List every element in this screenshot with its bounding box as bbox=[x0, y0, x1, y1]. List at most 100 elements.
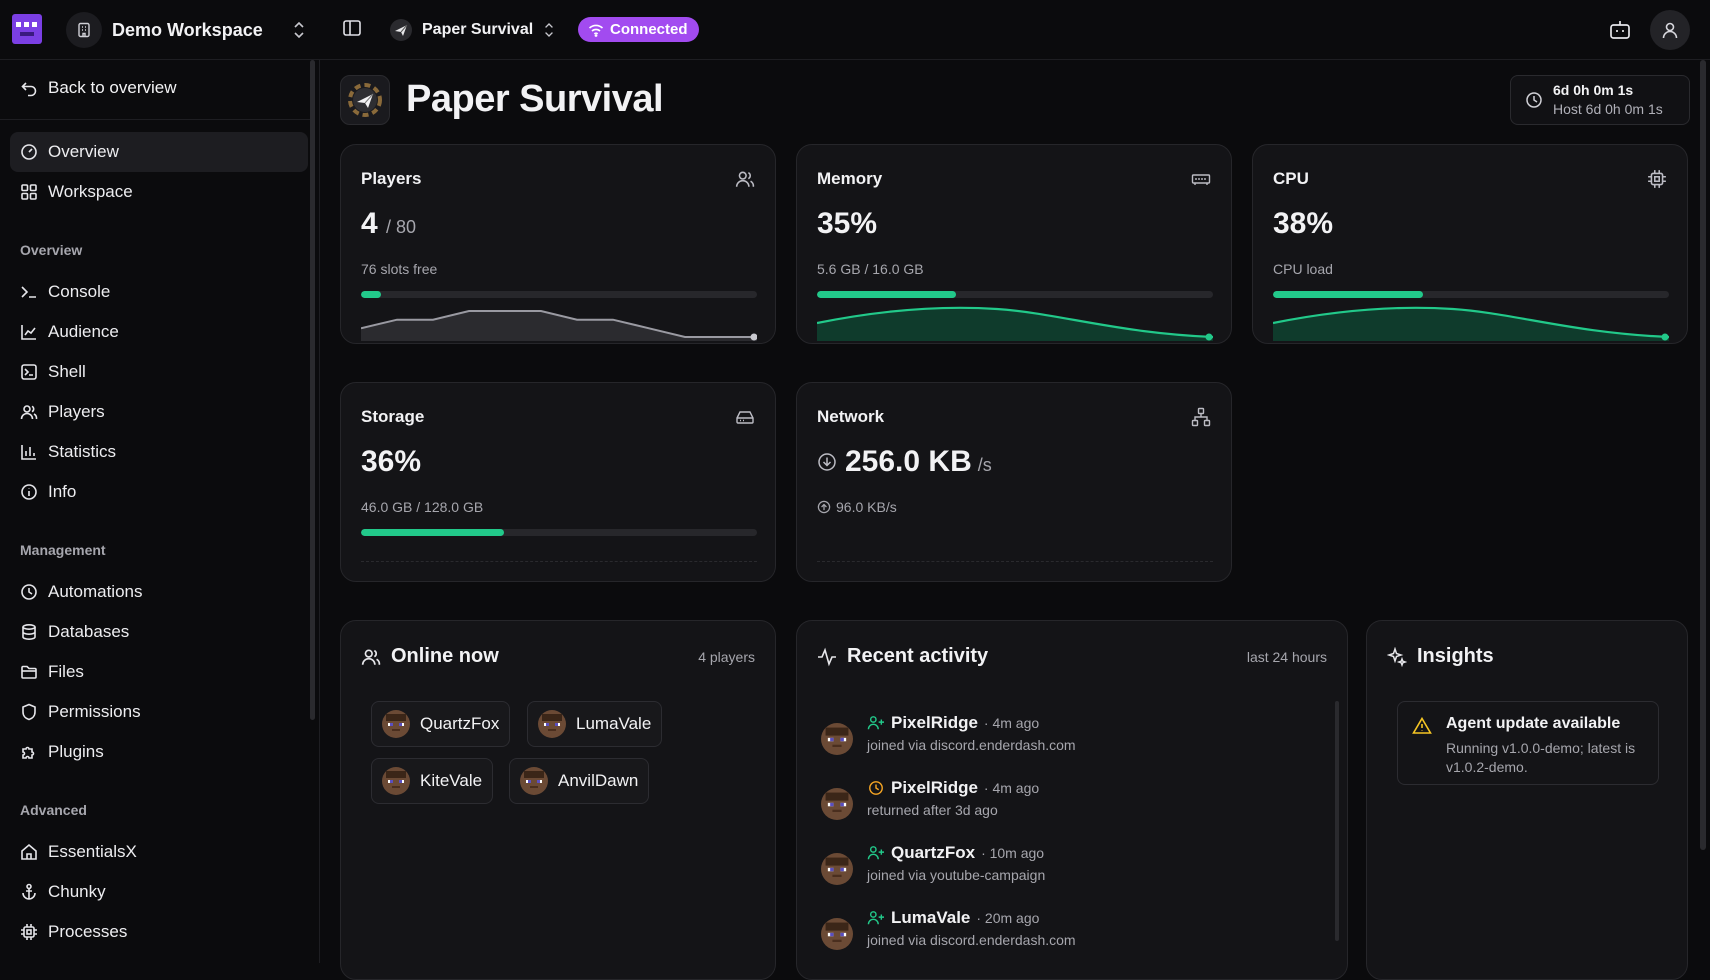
panel-title-label: Online now bbox=[391, 645, 499, 667]
sidebar-item-essentialsx[interactable]: EssentialsX bbox=[10, 832, 308, 872]
warning-triangle-icon bbox=[1412, 716, 1432, 734]
sidebar-item-automations[interactable]: Automations bbox=[10, 572, 308, 612]
sparkles-icon bbox=[1387, 646, 1407, 667]
card-value: 256.0 KB /s bbox=[817, 445, 992, 479]
activity-row[interactable]: QuartzFox · 10m ago joined via youtube-c… bbox=[821, 843, 1321, 899]
grid-icon bbox=[21, 184, 37, 200]
player-chip-lumavale[interactable]: LumaVale bbox=[527, 701, 663, 747]
storage-progress-bar bbox=[361, 529, 757, 536]
activity-detail: joined via discord.enderdash.com bbox=[867, 737, 1076, 753]
hard-drive-icon bbox=[735, 407, 755, 427]
cpu-sparkline bbox=[1273, 306, 1669, 341]
network-unit: /s bbox=[977, 454, 992, 475]
divider bbox=[361, 561, 757, 562]
sidebar-item-label: Automations bbox=[48, 582, 143, 601]
anchor-icon bbox=[22, 883, 36, 900]
player-chip-quartzfox[interactable]: QuartzFox bbox=[371, 701, 511, 747]
connection-status-label: Connected bbox=[610, 21, 688, 38]
sidebar-item-label: Info bbox=[48, 482, 77, 501]
sidebar-item-players[interactable]: Players bbox=[10, 392, 308, 432]
main-content: Paper Survival 6d 0h 0m 1s Host 6d 0h 0m… bbox=[320, 60, 1710, 980]
activity-player-name: PixelRidge bbox=[891, 778, 978, 797]
main-scrollbar[interactable] bbox=[1700, 60, 1706, 850]
sidebar-item-label: Audience bbox=[48, 322, 119, 341]
sidebar-item-files[interactable]: Files bbox=[10, 652, 308, 692]
users-icon bbox=[735, 169, 755, 189]
sidebar-item-audience[interactable]: Audience bbox=[10, 312, 308, 352]
bot-icon[interactable] bbox=[1608, 18, 1632, 42]
sidebar-item-chunky[interactable]: Chunky bbox=[10, 872, 308, 912]
player-chip-anvildawn[interactable]: AnvilDawn bbox=[509, 758, 650, 804]
users-icon bbox=[361, 649, 381, 665]
activity-row[interactable]: PixelRidge · 4m ago returned after 3d ag… bbox=[821, 778, 1321, 834]
connection-status-badge: Connected bbox=[578, 17, 699, 42]
sidebar-item-label: Plugins bbox=[48, 742, 104, 761]
chevron-up-down-icon bbox=[543, 21, 555, 39]
sidebar-item-processes[interactable]: Processes bbox=[10, 912, 308, 952]
app-logo-icon[interactable] bbox=[12, 14, 42, 44]
activity-row[interactable]: PixelRidge · 4m ago joined via discord.e… bbox=[821, 713, 1321, 769]
workspace-switcher[interactable]: Demo Workspace bbox=[66, 10, 306, 50]
activity-scrollbar[interactable] bbox=[1335, 701, 1339, 941]
workspace-name: Demo Workspace bbox=[112, 19, 263, 40]
sidebar-item-permissions[interactable]: Permissions bbox=[10, 692, 308, 732]
server-avatar-icon bbox=[390, 19, 412, 41]
users-icon bbox=[20, 405, 38, 420]
section-heading-overview: Overview bbox=[20, 242, 83, 258]
online-count: 4 players bbox=[698, 649, 755, 665]
sidebar-item-label: Players bbox=[48, 402, 105, 421]
sparkline-end-dot bbox=[750, 333, 757, 341]
player-name: LumaVale bbox=[576, 714, 652, 733]
card-title: Memory bbox=[817, 169, 883, 188]
back-to-overview-link[interactable]: Back to overview bbox=[20, 78, 177, 98]
activity-time: · 4m ago bbox=[983, 715, 1040, 731]
progress-fill bbox=[1273, 291, 1424, 298]
network-icon bbox=[1191, 407, 1211, 427]
section-heading-advanced: Advanced bbox=[20, 802, 87, 818]
sidebar-item-label: Shell bbox=[48, 362, 86, 381]
card-subtitle: CPU load bbox=[1273, 261, 1333, 277]
activity-headline: PixelRidge · 4m ago bbox=[867, 713, 1039, 733]
sidebar-item-plugins[interactable]: Plugins bbox=[10, 732, 308, 772]
section-heading-management: Management bbox=[20, 542, 106, 558]
server-switcher[interactable]: Paper Survival bbox=[390, 14, 555, 46]
card-subtitle: 5.6 GB / 16.0 GB bbox=[817, 261, 924, 277]
activity-player-name: QuartzFox bbox=[891, 843, 976, 862]
user-avatar-button[interactable] bbox=[1650, 10, 1690, 50]
sparkline-area bbox=[1273, 307, 1669, 341]
activity-detail: joined via youtube-campaign bbox=[867, 867, 1046, 883]
sidebar-scrollbar[interactable] bbox=[310, 60, 315, 720]
sidebar-item-shell[interactable]: Shell bbox=[10, 352, 308, 392]
activity-player-name: LumaVale bbox=[891, 908, 971, 927]
sidebar-toggle-icon[interactable] bbox=[342, 18, 362, 38]
progress-fill bbox=[817, 291, 956, 298]
activity-time: · 4m ago bbox=[983, 780, 1040, 796]
sidebar-item-info[interactable]: Info bbox=[10, 472, 308, 512]
player-chip-kitevale[interactable]: KiteVale bbox=[371, 758, 494, 804]
activity-row[interactable]: LumaVale · 20m ago joined via discord.en… bbox=[821, 908, 1321, 964]
panel-title-label: Recent activity bbox=[847, 645, 989, 667]
storage-card: Storage 36% 46.0 GB / 128.0 GB bbox=[340, 382, 776, 582]
memory-card: Memory 35% 5.6 GB / 16.0 GB bbox=[796, 144, 1232, 344]
sidebar-item-label: Statistics bbox=[48, 442, 117, 461]
sidebar-item-label: Chunky bbox=[48, 882, 106, 901]
sidebar-item-databases[interactable]: Databases bbox=[10, 612, 308, 652]
sidebar-item-label: Databases bbox=[48, 622, 130, 641]
player-avatar-icon bbox=[821, 723, 853, 755]
divider bbox=[817, 561, 1213, 562]
user-icon bbox=[1662, 22, 1678, 39]
user-plus-icon bbox=[867, 911, 884, 925]
sidebar-item-statistics[interactable]: Statistics bbox=[10, 432, 308, 472]
activity-headline: LumaVale · 20m ago bbox=[867, 908, 1039, 928]
uptime-badge: 6d 0h 0m 1s Host 6d 0h 0m 1s bbox=[1510, 75, 1690, 125]
sidebar-item-overview[interactable]: Overview bbox=[10, 132, 308, 172]
agent-update-alert[interactable]: Agent update available Running v1.0.0-de… bbox=[1397, 701, 1659, 785]
panel-title: Recent activity bbox=[817, 645, 988, 668]
card-value: 36% bbox=[361, 445, 422, 478]
panel-title: Insights bbox=[1387, 645, 1494, 668]
card-title: CPU bbox=[1273, 169, 1309, 188]
alert-title: Agent update available bbox=[1446, 715, 1621, 732]
sidebar-item-workspace[interactable]: Workspace bbox=[10, 172, 308, 212]
sidebar-item-console[interactable]: Console bbox=[10, 272, 308, 312]
uptime-value: 6d 0h 0m 1s bbox=[1553, 82, 1634, 98]
